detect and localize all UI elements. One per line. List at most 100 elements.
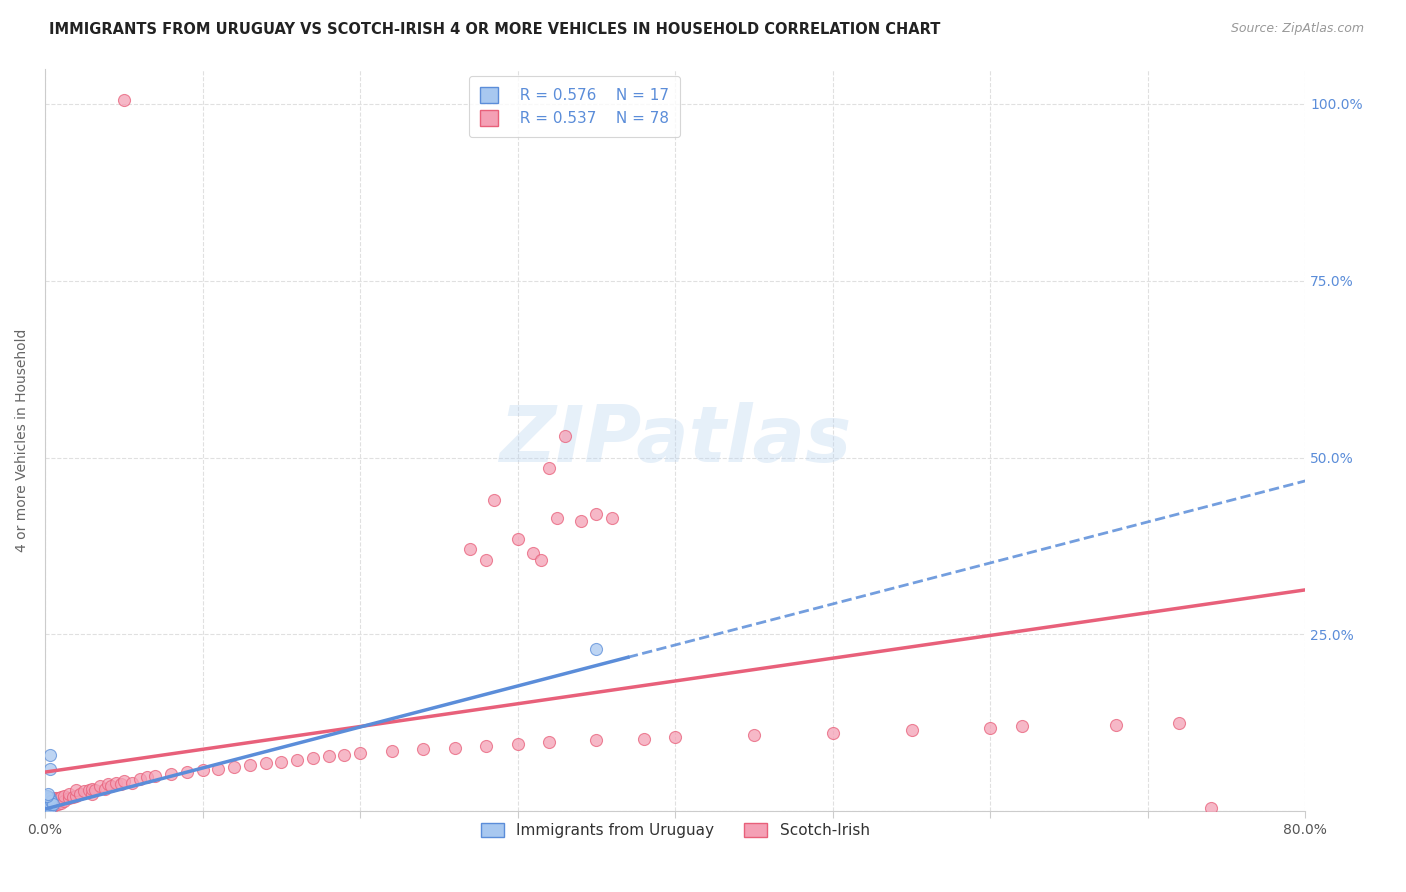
Point xyxy=(46,794,69,808)
Point xyxy=(554,429,576,443)
Point xyxy=(35,803,58,817)
Point xyxy=(112,93,135,107)
Point xyxy=(39,794,62,808)
Point xyxy=(1011,719,1033,733)
Point xyxy=(44,794,66,808)
Point xyxy=(35,789,58,803)
Text: IMMIGRANTS FROM URUGUAY VS SCOTCH-IRISH 4 OR MORE VEHICLES IN HOUSEHOLD CORRELAT: IMMIGRANTS FROM URUGUAY VS SCOTCH-IRISH … xyxy=(49,22,941,37)
Point xyxy=(38,796,60,810)
Point xyxy=(37,787,59,801)
Point xyxy=(475,739,498,753)
Point xyxy=(112,774,135,789)
Point xyxy=(522,546,544,560)
Point xyxy=(82,787,104,801)
Point xyxy=(73,784,96,798)
Point xyxy=(191,763,214,777)
Point xyxy=(1105,718,1128,732)
Point xyxy=(37,800,59,814)
Point xyxy=(82,781,104,796)
Point xyxy=(42,791,65,805)
Point xyxy=(821,726,844,740)
Point xyxy=(35,800,58,814)
Point xyxy=(97,777,120,791)
Point xyxy=(42,797,65,811)
Point xyxy=(546,510,568,524)
Point xyxy=(633,732,655,747)
Point xyxy=(49,796,72,810)
Point xyxy=(482,493,505,508)
Point xyxy=(585,507,607,521)
Point xyxy=(285,753,308,767)
Point xyxy=(42,798,65,813)
Point xyxy=(38,791,60,805)
Point xyxy=(222,760,245,774)
Point xyxy=(37,794,59,808)
Point xyxy=(460,542,482,557)
Point xyxy=(69,787,91,801)
Text: Source: ZipAtlas.com: Source: ZipAtlas.com xyxy=(1230,22,1364,36)
Point xyxy=(48,791,70,805)
Point xyxy=(35,794,58,808)
Point xyxy=(38,762,60,776)
Point xyxy=(39,794,62,808)
Point xyxy=(600,510,623,524)
Point xyxy=(664,730,686,744)
Point xyxy=(37,790,59,805)
Point xyxy=(585,641,607,656)
Point xyxy=(35,800,58,814)
Point xyxy=(65,789,87,803)
Point xyxy=(585,733,607,747)
Point xyxy=(318,749,340,764)
Text: ZIPatlas: ZIPatlas xyxy=(499,402,851,478)
Point xyxy=(506,532,529,546)
Point xyxy=(49,790,72,805)
Point xyxy=(176,765,198,780)
Legend: Immigrants from Uruguay, Scotch-Irish: Immigrants from Uruguay, Scotch-Irish xyxy=(475,817,876,845)
Point xyxy=(37,794,59,808)
Point xyxy=(89,780,111,794)
Point xyxy=(207,762,229,776)
Point xyxy=(58,787,80,801)
Point xyxy=(38,798,60,813)
Point xyxy=(475,553,498,567)
Point xyxy=(37,797,59,811)
Point xyxy=(254,756,277,770)
Point xyxy=(45,796,67,810)
Point xyxy=(104,776,127,790)
Point xyxy=(38,797,60,811)
Point xyxy=(39,797,62,811)
Point xyxy=(37,797,59,811)
Point xyxy=(37,800,59,814)
Point xyxy=(1199,800,1222,814)
Point xyxy=(45,791,67,805)
Point xyxy=(77,783,100,797)
Point xyxy=(333,747,356,762)
Point xyxy=(42,796,65,810)
Point xyxy=(84,783,107,797)
Point xyxy=(538,461,561,475)
Point xyxy=(58,791,80,805)
Point xyxy=(530,553,553,567)
Point xyxy=(239,758,262,772)
Point xyxy=(979,721,1001,735)
Point xyxy=(35,797,58,811)
Point xyxy=(136,770,159,784)
Point xyxy=(38,800,60,814)
Point xyxy=(128,772,150,787)
Point xyxy=(270,755,292,769)
Point xyxy=(52,794,75,808)
Point xyxy=(100,780,122,794)
Point xyxy=(94,781,117,796)
Point xyxy=(381,744,404,758)
Point xyxy=(569,514,592,528)
Point xyxy=(349,746,371,760)
Point xyxy=(506,737,529,751)
Point xyxy=(121,776,143,790)
Point xyxy=(38,747,60,762)
Point xyxy=(742,728,765,742)
Point xyxy=(160,767,183,781)
Point xyxy=(52,789,75,803)
Point xyxy=(443,740,465,755)
Point xyxy=(143,769,166,783)
Point xyxy=(35,797,58,811)
